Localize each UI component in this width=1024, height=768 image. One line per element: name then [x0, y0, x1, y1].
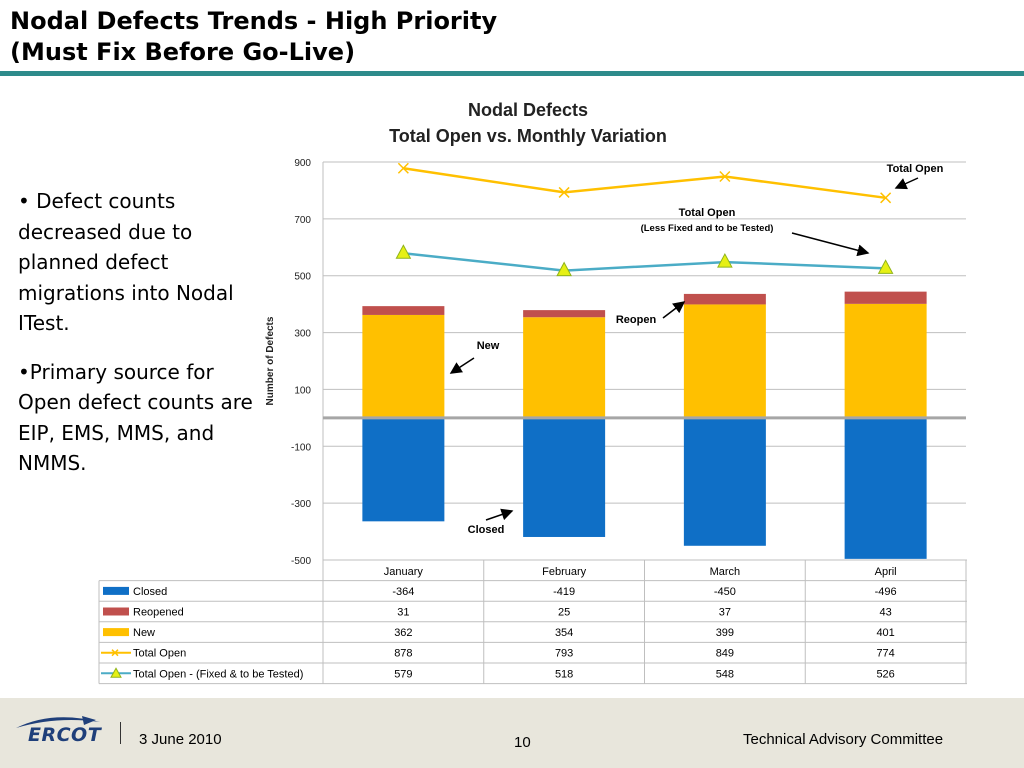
annotation-arrow [662, 301, 686, 319]
annotation-new: New [477, 340, 500, 352]
table-value-cell: 25 [558, 607, 570, 619]
table-header-cell: February [542, 566, 587, 578]
annotation-total-open-fixed: Total Open [679, 207, 736, 219]
table-value-cell: -419 [553, 586, 575, 598]
annotation-arrow [449, 357, 475, 374]
table-value-cell: 878 [394, 648, 412, 660]
total-open-fixed-point [556, 261, 572, 277]
bar-reopened [683, 293, 766, 305]
table-series-name: Total Open - (Fixed & to be Tested) [133, 668, 303, 680]
table-value-cell: 401 [876, 627, 894, 639]
total-open-point [719, 170, 731, 183]
table-value-cell: 43 [880, 607, 892, 619]
bar-closed [523, 417, 606, 537]
total-open-fixed-point [395, 244, 412, 259]
footer-separator [120, 722, 121, 744]
total-open-fixed-line [403, 252, 886, 272]
table-series-name: Total Open [133, 648, 186, 660]
table-value-cell: 362 [394, 627, 412, 639]
table-value-cell: 548 [716, 668, 734, 680]
nodal-defects-chart: Nodal Defects Total Open vs. Monthly Vari… [98, 100, 967, 685]
bar-new [523, 317, 606, 418]
table-value-cell: 793 [555, 648, 573, 660]
bar-closed [683, 417, 766, 546]
bar-closed [844, 417, 927, 559]
table-value-cell: -364 [392, 586, 414, 598]
table-value-cell: 579 [394, 668, 412, 680]
y-tick-label: 700 [294, 215, 311, 226]
total-open-fixed-point [877, 259, 894, 274]
table-value-cell: 849 [716, 648, 734, 660]
bullet-item: • Defect counts decreased due to planned… [18, 189, 234, 335]
table-series-name: New [133, 627, 155, 639]
y-axis-label: Number of Defects [265, 316, 276, 405]
slide-title-line2: (Must Fix Before Go-Live) [10, 38, 356, 66]
y-tick-label: -100 [291, 442, 311, 453]
footer [0, 698, 1024, 768]
bar-new [844, 303, 927, 418]
y-tick-label: 300 [294, 329, 311, 340]
footer-committee: Technical Advisory Committee [743, 731, 944, 748]
table-header-cell: March [710, 566, 741, 578]
table-value-cell: 518 [555, 668, 573, 680]
legend-key-closed [103, 586, 129, 595]
legend-key-reopened [103, 607, 129, 616]
bar-new [683, 304, 766, 418]
table-value-cell: 774 [876, 648, 894, 660]
total-open-point [880, 192, 892, 204]
bar-reopened [844, 291, 927, 304]
annotation-total-open: Total Open [887, 163, 944, 175]
title-divider [0, 71, 1024, 76]
bullet-item: •Primary source for Open defect counts a… [18, 359, 253, 476]
table-value-cell: -496 [875, 586, 897, 598]
total-open-line [403, 167, 886, 200]
chart-title: Nodal Defects [468, 100, 588, 120]
bullet-list: • Defect counts decreased due to planned… [18, 186, 253, 497]
table-value-cell: -450 [714, 586, 736, 598]
table-header-cell: January [384, 566, 424, 578]
legend-key-marker [111, 649, 119, 657]
annotation-arrow [894, 177, 919, 190]
y-tick-label: 500 [294, 272, 311, 283]
annotation-arrow [485, 508, 514, 521]
bar-closed [362, 417, 445, 522]
table-value-cell: 31 [397, 607, 409, 619]
ercot-logo: ERCOT [12, 712, 104, 752]
table-series-name: Closed [133, 586, 167, 598]
bar-reopened [362, 306, 445, 315]
page-number: 10 [514, 734, 531, 751]
table-value-cell: 354 [555, 627, 573, 639]
total-open-point [397, 162, 409, 174]
table-value-cell: 37 [719, 607, 731, 619]
legend-key-marker [110, 667, 122, 678]
y-tick-label: 900 [294, 158, 311, 169]
y-tick-label: -300 [291, 499, 311, 510]
logo-text: ERCOT [28, 724, 102, 746]
y-tick-label: -500 [291, 556, 311, 567]
total-open-fixed-point [717, 253, 733, 268]
table-value-cell: 399 [716, 627, 734, 639]
annotation-arrow [791, 232, 870, 257]
slide-title-line1: Nodal Defects Trends - High Priority [10, 7, 498, 35]
bar-new [362, 314, 445, 418]
y-tick-label: 100 [294, 385, 311, 396]
legend-key-new [103, 628, 129, 637]
footer-date: 3 June 2010 [139, 731, 222, 748]
chart-subtitle: Total Open vs. Monthly Variation [389, 126, 667, 146]
annotation-total-open-fixed: (Less Fixed and to be Tested) [641, 223, 774, 234]
annotation-closed: Closed [468, 524, 505, 536]
annotation-reopen: Reopen [616, 314, 657, 326]
logo-swoosh-icon [16, 716, 100, 728]
total-open-point [558, 186, 570, 198]
table-value-cell: 526 [876, 668, 894, 680]
slide-title: Nodal Defects Trends - High Priority (Mu… [10, 6, 710, 68]
table-series-name: Reopened [133, 607, 184, 619]
bar-reopened [523, 310, 606, 318]
table-header-cell: April [875, 566, 897, 578]
